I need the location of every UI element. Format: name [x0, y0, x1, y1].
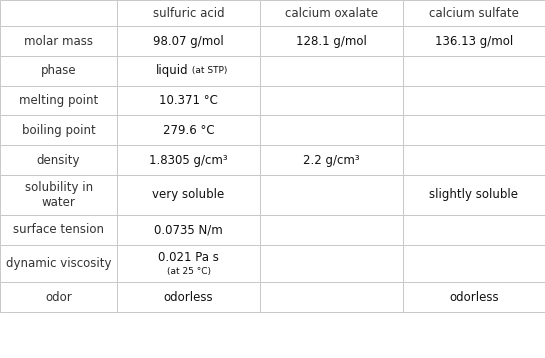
Text: 0.0735 N/m: 0.0735 N/m — [154, 223, 223, 236]
Text: boiling point: boiling point — [22, 124, 95, 137]
Text: surface tension: surface tension — [13, 223, 104, 236]
Bar — [260, 145, 403, 175]
Text: 1.8305 g/cm³: 1.8305 g/cm³ — [149, 154, 228, 166]
Bar — [117, 282, 260, 312]
Bar — [260, 245, 403, 282]
Bar — [403, 0, 545, 26]
Bar — [0, 0, 117, 26]
Text: 279.6 °C: 279.6 °C — [163, 124, 214, 137]
Text: liquid: liquid — [156, 64, 189, 77]
Bar — [0, 145, 117, 175]
Bar — [117, 56, 260, 86]
Bar — [403, 86, 545, 115]
Bar — [260, 282, 403, 312]
Bar — [260, 115, 403, 145]
Bar — [117, 0, 260, 26]
Text: odorless: odorless — [449, 291, 499, 304]
Bar — [0, 56, 117, 86]
Text: slightly soluble: slightly soluble — [429, 188, 518, 202]
Text: (at STP): (at STP) — [189, 66, 227, 76]
Text: dynamic viscosity: dynamic viscosity — [6, 257, 111, 270]
Bar — [117, 175, 260, 215]
Text: melting point: melting point — [19, 94, 98, 107]
Text: very soluble: very soluble — [153, 188, 225, 202]
Text: odorless: odorless — [164, 291, 214, 304]
Bar — [403, 175, 545, 215]
Bar — [403, 115, 545, 145]
Bar — [260, 26, 403, 56]
Bar — [117, 115, 260, 145]
Text: phase: phase — [41, 64, 76, 77]
Text: (at 25 °C): (at 25 °C) — [167, 266, 210, 276]
Bar — [0, 26, 117, 56]
Text: solubility in
water: solubility in water — [25, 181, 93, 209]
Bar — [403, 145, 545, 175]
Text: sulfuric acid: sulfuric acid — [153, 7, 225, 20]
Bar — [117, 26, 260, 56]
Text: 0.021 Pa s: 0.021 Pa s — [158, 251, 219, 264]
Text: 136.13 g/mol: 136.13 g/mol — [435, 35, 513, 48]
Text: 10.371 °C: 10.371 °C — [159, 94, 218, 107]
Text: calcium oxalate: calcium oxalate — [285, 7, 378, 20]
Bar — [0, 115, 117, 145]
Bar — [0, 282, 117, 312]
Bar — [403, 215, 545, 245]
Bar — [0, 245, 117, 282]
Bar — [117, 145, 260, 175]
Text: calcium sulfate: calcium sulfate — [429, 7, 519, 20]
Bar — [117, 245, 260, 282]
Bar — [260, 0, 403, 26]
Bar — [117, 215, 260, 245]
Bar — [260, 56, 403, 86]
Bar — [117, 86, 260, 115]
Bar — [260, 215, 403, 245]
Text: 128.1 g/mol: 128.1 g/mol — [296, 35, 367, 48]
Bar — [403, 26, 545, 56]
Text: 98.07 g/mol: 98.07 g/mol — [153, 35, 224, 48]
Bar — [0, 215, 117, 245]
Bar — [260, 175, 403, 215]
Bar — [260, 86, 403, 115]
Text: odor: odor — [45, 291, 72, 304]
Text: molar mass: molar mass — [24, 35, 93, 48]
Bar — [403, 282, 545, 312]
Bar — [0, 175, 117, 215]
Bar — [403, 56, 545, 86]
Bar — [403, 245, 545, 282]
Text: 2.2 g/cm³: 2.2 g/cm³ — [303, 154, 360, 166]
Bar — [0, 86, 117, 115]
Text: density: density — [37, 154, 80, 166]
